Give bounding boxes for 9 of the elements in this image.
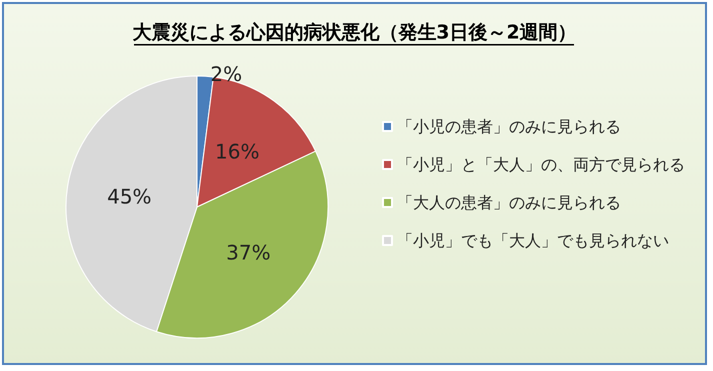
data-label: 16%: [215, 140, 260, 164]
data-label: 37%: [226, 240, 271, 264]
legend-label: 「小児」と「大人」の、両方で見られる: [397, 155, 685, 174]
data-label: 2%: [210, 62, 242, 86]
data-label: 45%: [107, 184, 152, 208]
chart-title: 大震災による心因的病状悪化（発生3日後～2週間）: [132, 22, 577, 44]
legend-label: 「小児」でも「大人」でも見られない: [397, 231, 669, 250]
legend-label: 「小児の患者」のみに見られる: [397, 117, 621, 136]
legend-label: 「大人の患者」のみに見られる: [397, 193, 621, 212]
